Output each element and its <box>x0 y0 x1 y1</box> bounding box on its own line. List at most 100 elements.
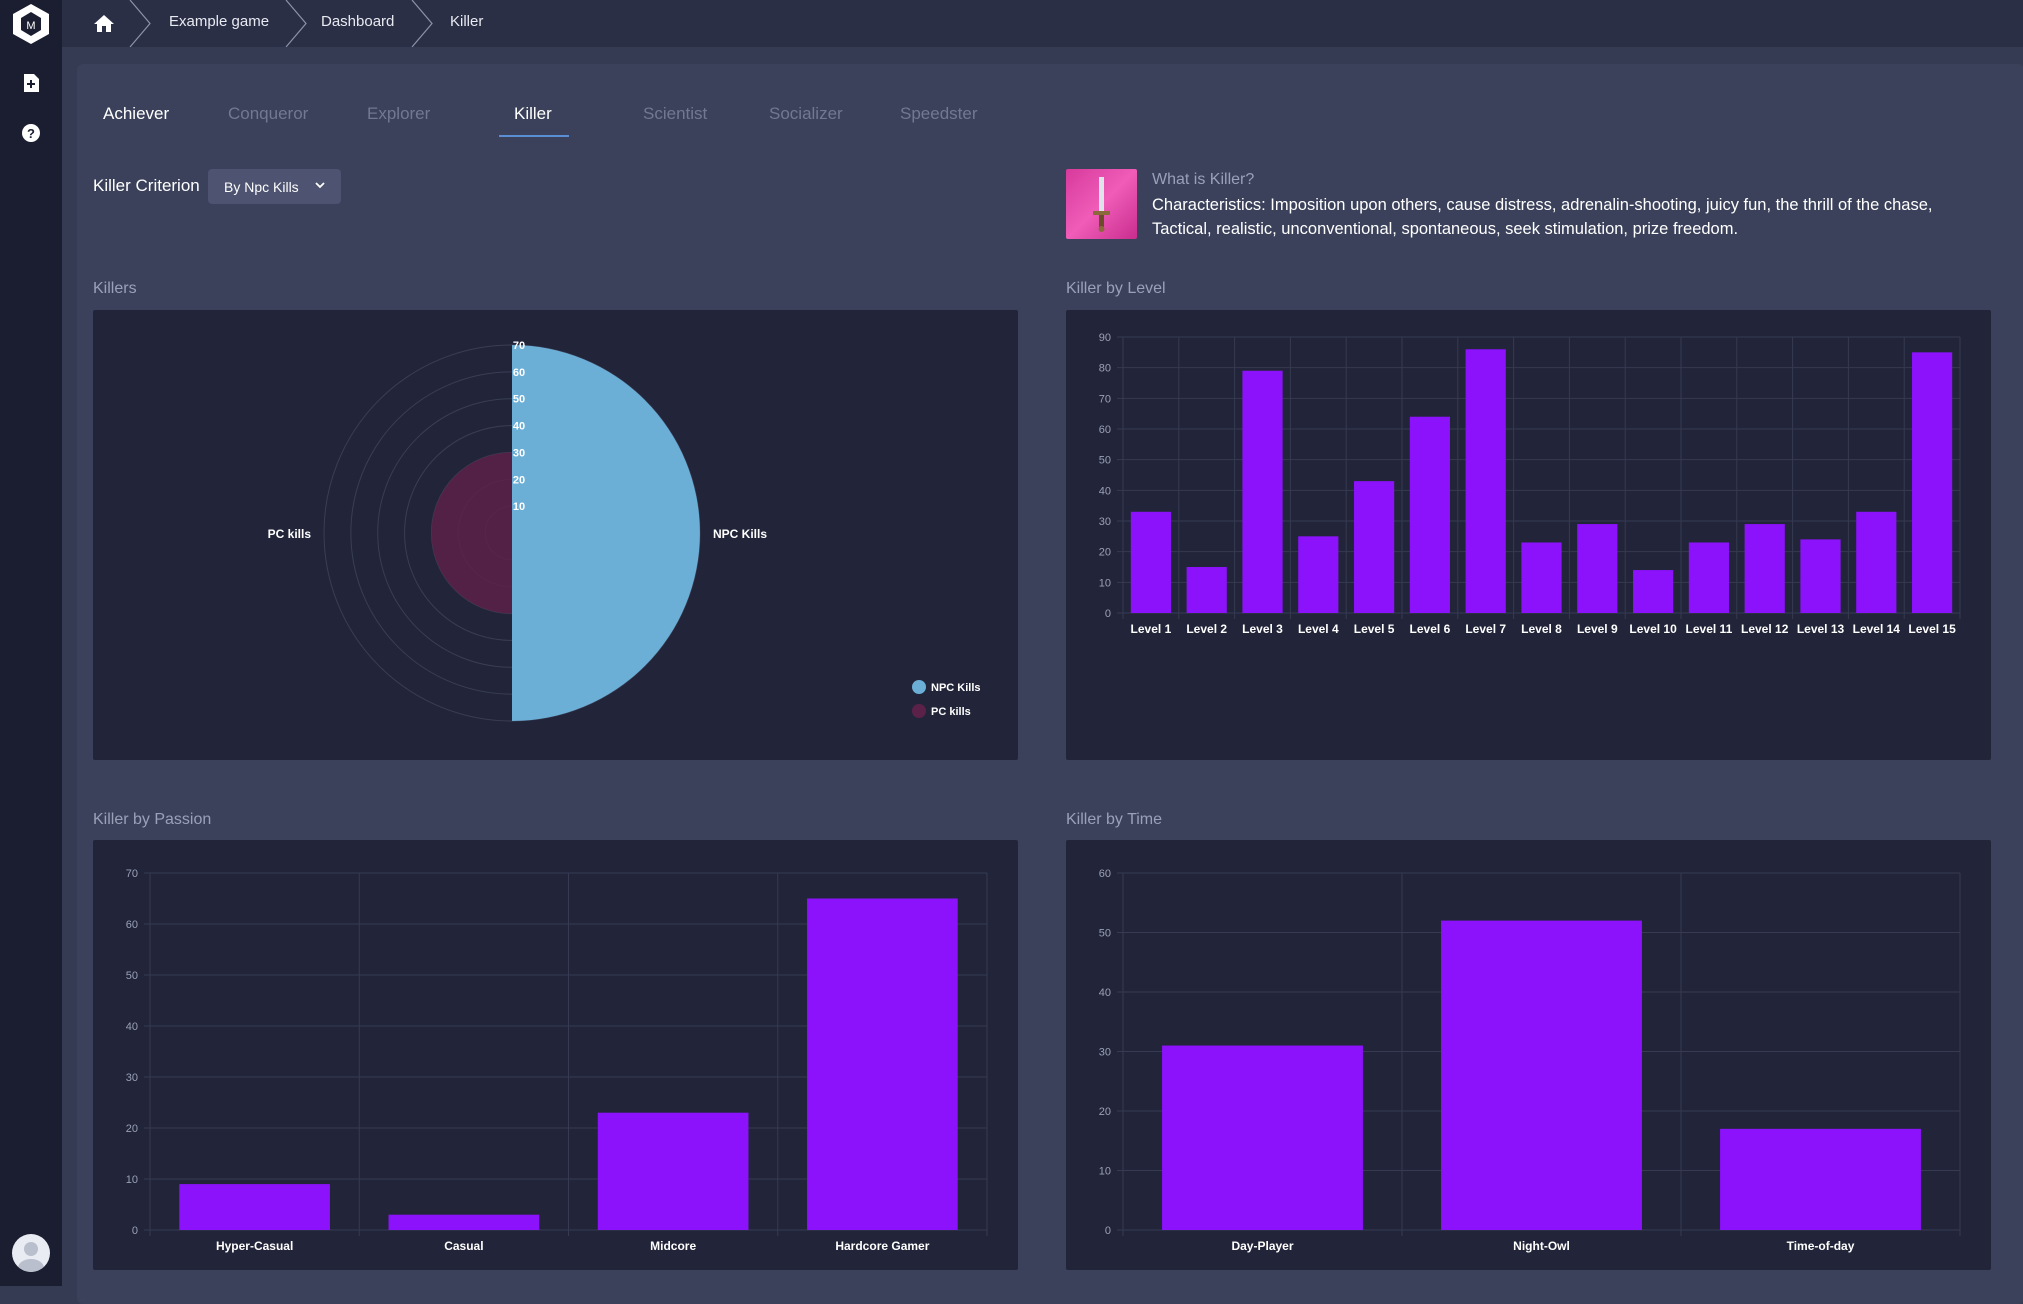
y-tick-label: 50 <box>1099 455 1111 467</box>
bar <box>1521 542 1562 613</box>
tab-explorer[interactable]: Explorer <box>367 104 431 123</box>
home-icon[interactable] <box>92 12 116 34</box>
bar <box>1162 1045 1363 1230</box>
tab-scientist[interactable]: Scientist <box>643 104 708 123</box>
y-tick-label: 50 <box>1099 928 1111 940</box>
card-title-by-passion: Killer by Passion <box>93 811 212 828</box>
killer-by-level-card: 0 10 20 30 40 50 60 70 80 90 Level 1 Level 2 Level 3… <box>1066 310 1991 760</box>
x-tick-label: Midcore <box>650 1239 696 1253</box>
x-tick-label: Level 4 <box>1298 622 1339 636</box>
user-avatar[interactable] <box>12 1234 50 1272</box>
bar <box>1298 536 1339 613</box>
y-tick-label: 30 <box>126 1072 138 1084</box>
legend-label-npc: NPC Kills <box>931 682 981 694</box>
x-tick-label: Level 10 <box>1629 622 1677 636</box>
killer-by-passion-card: 0 10 20 30 40 50 60 70 Hyper-Casual Casual Midcore… <box>93 840 1018 1270</box>
breadcrumb: Example game Dashboard Killer <box>62 0 2023 47</box>
bar <box>388 1214 540 1230</box>
x-tick-label: Hardcore Gamer <box>835 1239 929 1253</box>
r-tick-label: 30 <box>513 447 525 459</box>
bar <box>1800 539 1841 613</box>
x-tick-label: Time-of-day <box>1787 1239 1855 1253</box>
polar-slice-pc-kills <box>431 452 512 614</box>
bar <box>1912 352 1953 613</box>
r-tick-label: 40 <box>513 421 525 433</box>
info-question: What is Killer? <box>1152 171 1255 188</box>
bar <box>1409 416 1450 613</box>
r-tick-label: 50 <box>513 394 525 406</box>
killers-polar-chart: 10 20 30 40 50 60 70 NPC Kills PC kills NPC Kills… <box>268 340 981 722</box>
x-tick-label: Level 8 <box>1521 622 1562 636</box>
polar-slice-npc-kills <box>512 345 700 721</box>
y-tick-label: 30 <box>1099 1047 1111 1059</box>
y-tick-label: 80 <box>1099 363 1111 375</box>
bar <box>1354 481 1395 613</box>
help-icon[interactable]: ? <box>18 120 44 146</box>
x-tick-label: Hyper-Casual <box>216 1239 293 1253</box>
criterion-value: By Npc Kills <box>224 178 299 195</box>
breadcrumb-dashboard[interactable]: Dashboard <box>321 13 395 30</box>
x-tick-label: Casual <box>444 1239 483 1253</box>
bar <box>1633 570 1674 613</box>
bar <box>1465 349 1506 613</box>
y-tick-label: 40 <box>1099 987 1111 999</box>
bar <box>1441 920 1642 1230</box>
r-tick-label: 10 <box>513 501 525 513</box>
y-tick-label: 0 <box>132 1225 138 1237</box>
y-tick-label: 0 <box>1105 608 1111 620</box>
y-tick-label: 90 <box>1099 332 1111 344</box>
bar <box>179 1184 330 1230</box>
breadcrumb-game[interactable]: Example game <box>169 13 270 30</box>
bar <box>1744 524 1785 613</box>
x-tick-label: Level 15 <box>1908 622 1956 636</box>
sidebar: M ? <box>0 0 62 1286</box>
r-tick-label: 20 <box>513 474 525 486</box>
polar-label-pc: PC kills <box>268 527 312 541</box>
breadcrumb-separator <box>129 0 151 47</box>
y-tick-label: 10 <box>126 1174 138 1186</box>
y-tick-label: 60 <box>1099 424 1111 436</box>
killer-by-time-chart: 0 10 20 30 40 50 60 Day-Player Night-Owl Time-of-… <box>1099 868 1961 1253</box>
breadcrumb-current: Killer <box>450 13 484 30</box>
y-tick-label: 50 <box>126 970 138 982</box>
info-characteristics: Characteristics: Imposition upon others,… <box>1152 196 1933 238</box>
tab-speedster[interactable]: Speedster <box>900 104 978 123</box>
y-tick-label: 0 <box>1105 1225 1111 1237</box>
add-document-icon[interactable] <box>18 70 44 96</box>
x-tick-label: Level 3 <box>1242 622 1283 636</box>
polar-label-npc: NPC Kills <box>713 527 767 541</box>
y-tick-label: 70 <box>126 868 138 880</box>
legend-swatch-pc <box>912 704 926 718</box>
breadcrumb-separator <box>411 0 433 47</box>
x-tick-label: Level 7 <box>1465 622 1506 636</box>
svg-text:?: ? <box>27 126 35 141</box>
app-logo[interactable]: M <box>10 2 52 46</box>
tab-achiever[interactable]: Achiever <box>103 104 170 123</box>
breadcrumb-separator <box>285 0 307 47</box>
killer-by-level-chart: 0 10 20 30 40 50 60 70 80 90 Level 1 Level 2 Level 3… <box>1099 332 1961 636</box>
x-tick-label: Level 12 <box>1741 622 1789 636</box>
y-tick-label: 10 <box>1099 577 1111 589</box>
legend-swatch-npc <box>912 680 926 694</box>
bar <box>1577 524 1618 613</box>
criterion-dropdown[interactable]: By Npc Kills <box>208 169 341 204</box>
y-tick-label: 20 <box>126 1123 138 1135</box>
tab-killer[interactable]: Killer <box>514 104 552 123</box>
bar <box>1720 1128 1921 1230</box>
tab-socializer[interactable]: Socializer <box>769 104 843 123</box>
r-tick-label: 70 <box>513 340 525 352</box>
x-tick-label: Level 13 <box>1797 622 1845 636</box>
x-tick-label: Level 6 <box>1410 622 1451 636</box>
y-tick-label: 40 <box>1099 485 1111 497</box>
y-tick-label: 60 <box>126 919 138 931</box>
killer-dagger-image <box>1066 169 1137 239</box>
x-tick-label: Level 14 <box>1853 622 1901 636</box>
bar <box>1688 542 1729 613</box>
bar <box>597 1112 749 1230</box>
bar <box>807 898 958 1230</box>
tab-conqueror[interactable]: Conqueror <box>228 104 309 123</box>
x-tick-label: Level 2 <box>1186 622 1227 636</box>
svg-text:M: M <box>26 20 35 32</box>
card-title-by-time: Killer by Time <box>1066 811 1163 828</box>
x-tick-label: Level 9 <box>1577 622 1618 636</box>
